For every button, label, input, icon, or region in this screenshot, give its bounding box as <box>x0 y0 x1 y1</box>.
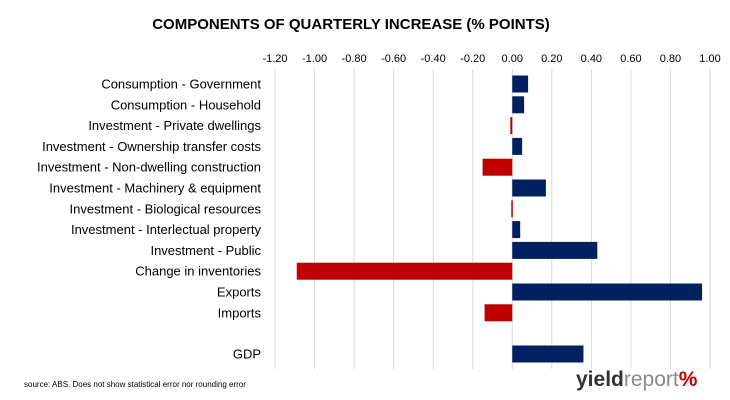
bar <box>512 96 525 114</box>
x-tick-label: 1.00 <box>699 53 720 65</box>
bar <box>512 345 584 363</box>
x-tick-label: 0.20 <box>541 53 562 65</box>
brand-logo-part-yield: yield <box>576 368 624 391</box>
bar <box>512 241 598 259</box>
brand-logo: yieldreport% <box>576 368 697 392</box>
category-label: Investment - Private dwellings <box>88 118 261 133</box>
category-label: Investment - Biological resources <box>70 201 262 216</box>
category-label: Investment - Interlectual property <box>71 222 262 237</box>
chart-title: COMPONENTS OF QUARTERLY INCREASE (% POIN… <box>152 16 550 33</box>
brand-logo-percent: % <box>678 368 698 391</box>
bar <box>484 304 513 322</box>
category-label: Change in inventories <box>135 264 261 279</box>
bar <box>512 179 546 197</box>
source-note: source: ABS. Does not show statistical e… <box>24 380 246 389</box>
bar <box>511 200 513 218</box>
x-tick-label: -0.20 <box>460 53 485 65</box>
bar <box>512 283 703 301</box>
category-label: GDP <box>233 347 261 362</box>
category-label: Consumption - Household <box>111 97 261 112</box>
x-tick-label: -0.60 <box>381 53 406 65</box>
gridlines <box>274 69 711 369</box>
bar <box>512 221 521 239</box>
x-tick-label: -0.80 <box>342 53 367 65</box>
category-labels: Consumption - Government Consumption - Ho… <box>37 77 261 362</box>
bar <box>482 158 513 176</box>
x-tick-label: 0.60 <box>620 53 641 65</box>
category-label: Investment - Machinery & equipment <box>49 181 261 196</box>
category-label: Consumption - Government <box>101 77 261 92</box>
x-tick-label: 0.80 <box>660 53 681 65</box>
bars <box>296 75 703 363</box>
x-tick-label: -1.20 <box>262 53 287 65</box>
category-label: Imports <box>218 305 262 320</box>
x-tick-label: -0.40 <box>421 53 446 65</box>
category-label: Investment - Public <box>150 243 261 258</box>
bar <box>512 75 529 93</box>
category-label: Exports <box>217 285 262 300</box>
category-label: Investment - Non-dwelling construction <box>37 160 261 175</box>
bar <box>296 262 513 280</box>
x-axis-tick-labels: -1.20 -1.00 -0.80 -0.60 -0.40 -0.20 0.00 0.20 0.… <box>262 53 720 65</box>
bar <box>510 117 513 135</box>
brand-logo-part-report: report <box>623 368 679 391</box>
x-tick-label: -1.00 <box>302 53 327 65</box>
category-label: Investment - Ownership transfer costs <box>42 139 261 154</box>
bar <box>512 137 523 155</box>
x-tick-label: 0.40 <box>581 53 602 65</box>
x-tick-label: 0.00 <box>502 53 523 65</box>
